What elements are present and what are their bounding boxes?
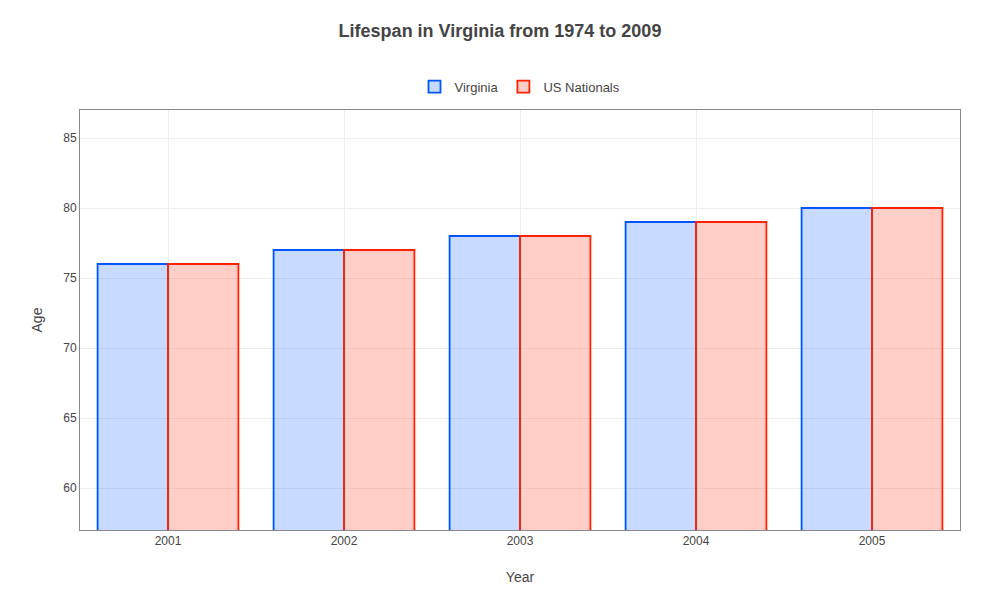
svg-text:Age: Age	[29, 307, 45, 332]
svg-text:85: 85	[63, 131, 77, 145]
svg-text:2005: 2005	[859, 534, 886, 548]
svg-text:2003: 2003	[507, 534, 534, 548]
svg-text:60: 60	[63, 481, 77, 495]
svg-text:Year: Year	[506, 569, 535, 585]
svg-text:75: 75	[63, 271, 77, 285]
svg-text:Virginia: Virginia	[455, 80, 499, 95]
svg-text:2001: 2001	[155, 534, 182, 548]
svg-text:65: 65	[63, 411, 77, 425]
svg-text:70: 70	[63, 341, 77, 355]
svg-text:US Nationals: US Nationals	[543, 80, 619, 95]
svg-text:2002: 2002	[331, 534, 358, 548]
svg-text:2004: 2004	[683, 534, 710, 548]
svg-text:80: 80	[63, 201, 77, 215]
svg-text:Lifespan in Virginia from 1974: Lifespan in Virginia from 1974 to 2009	[339, 21, 662, 41]
